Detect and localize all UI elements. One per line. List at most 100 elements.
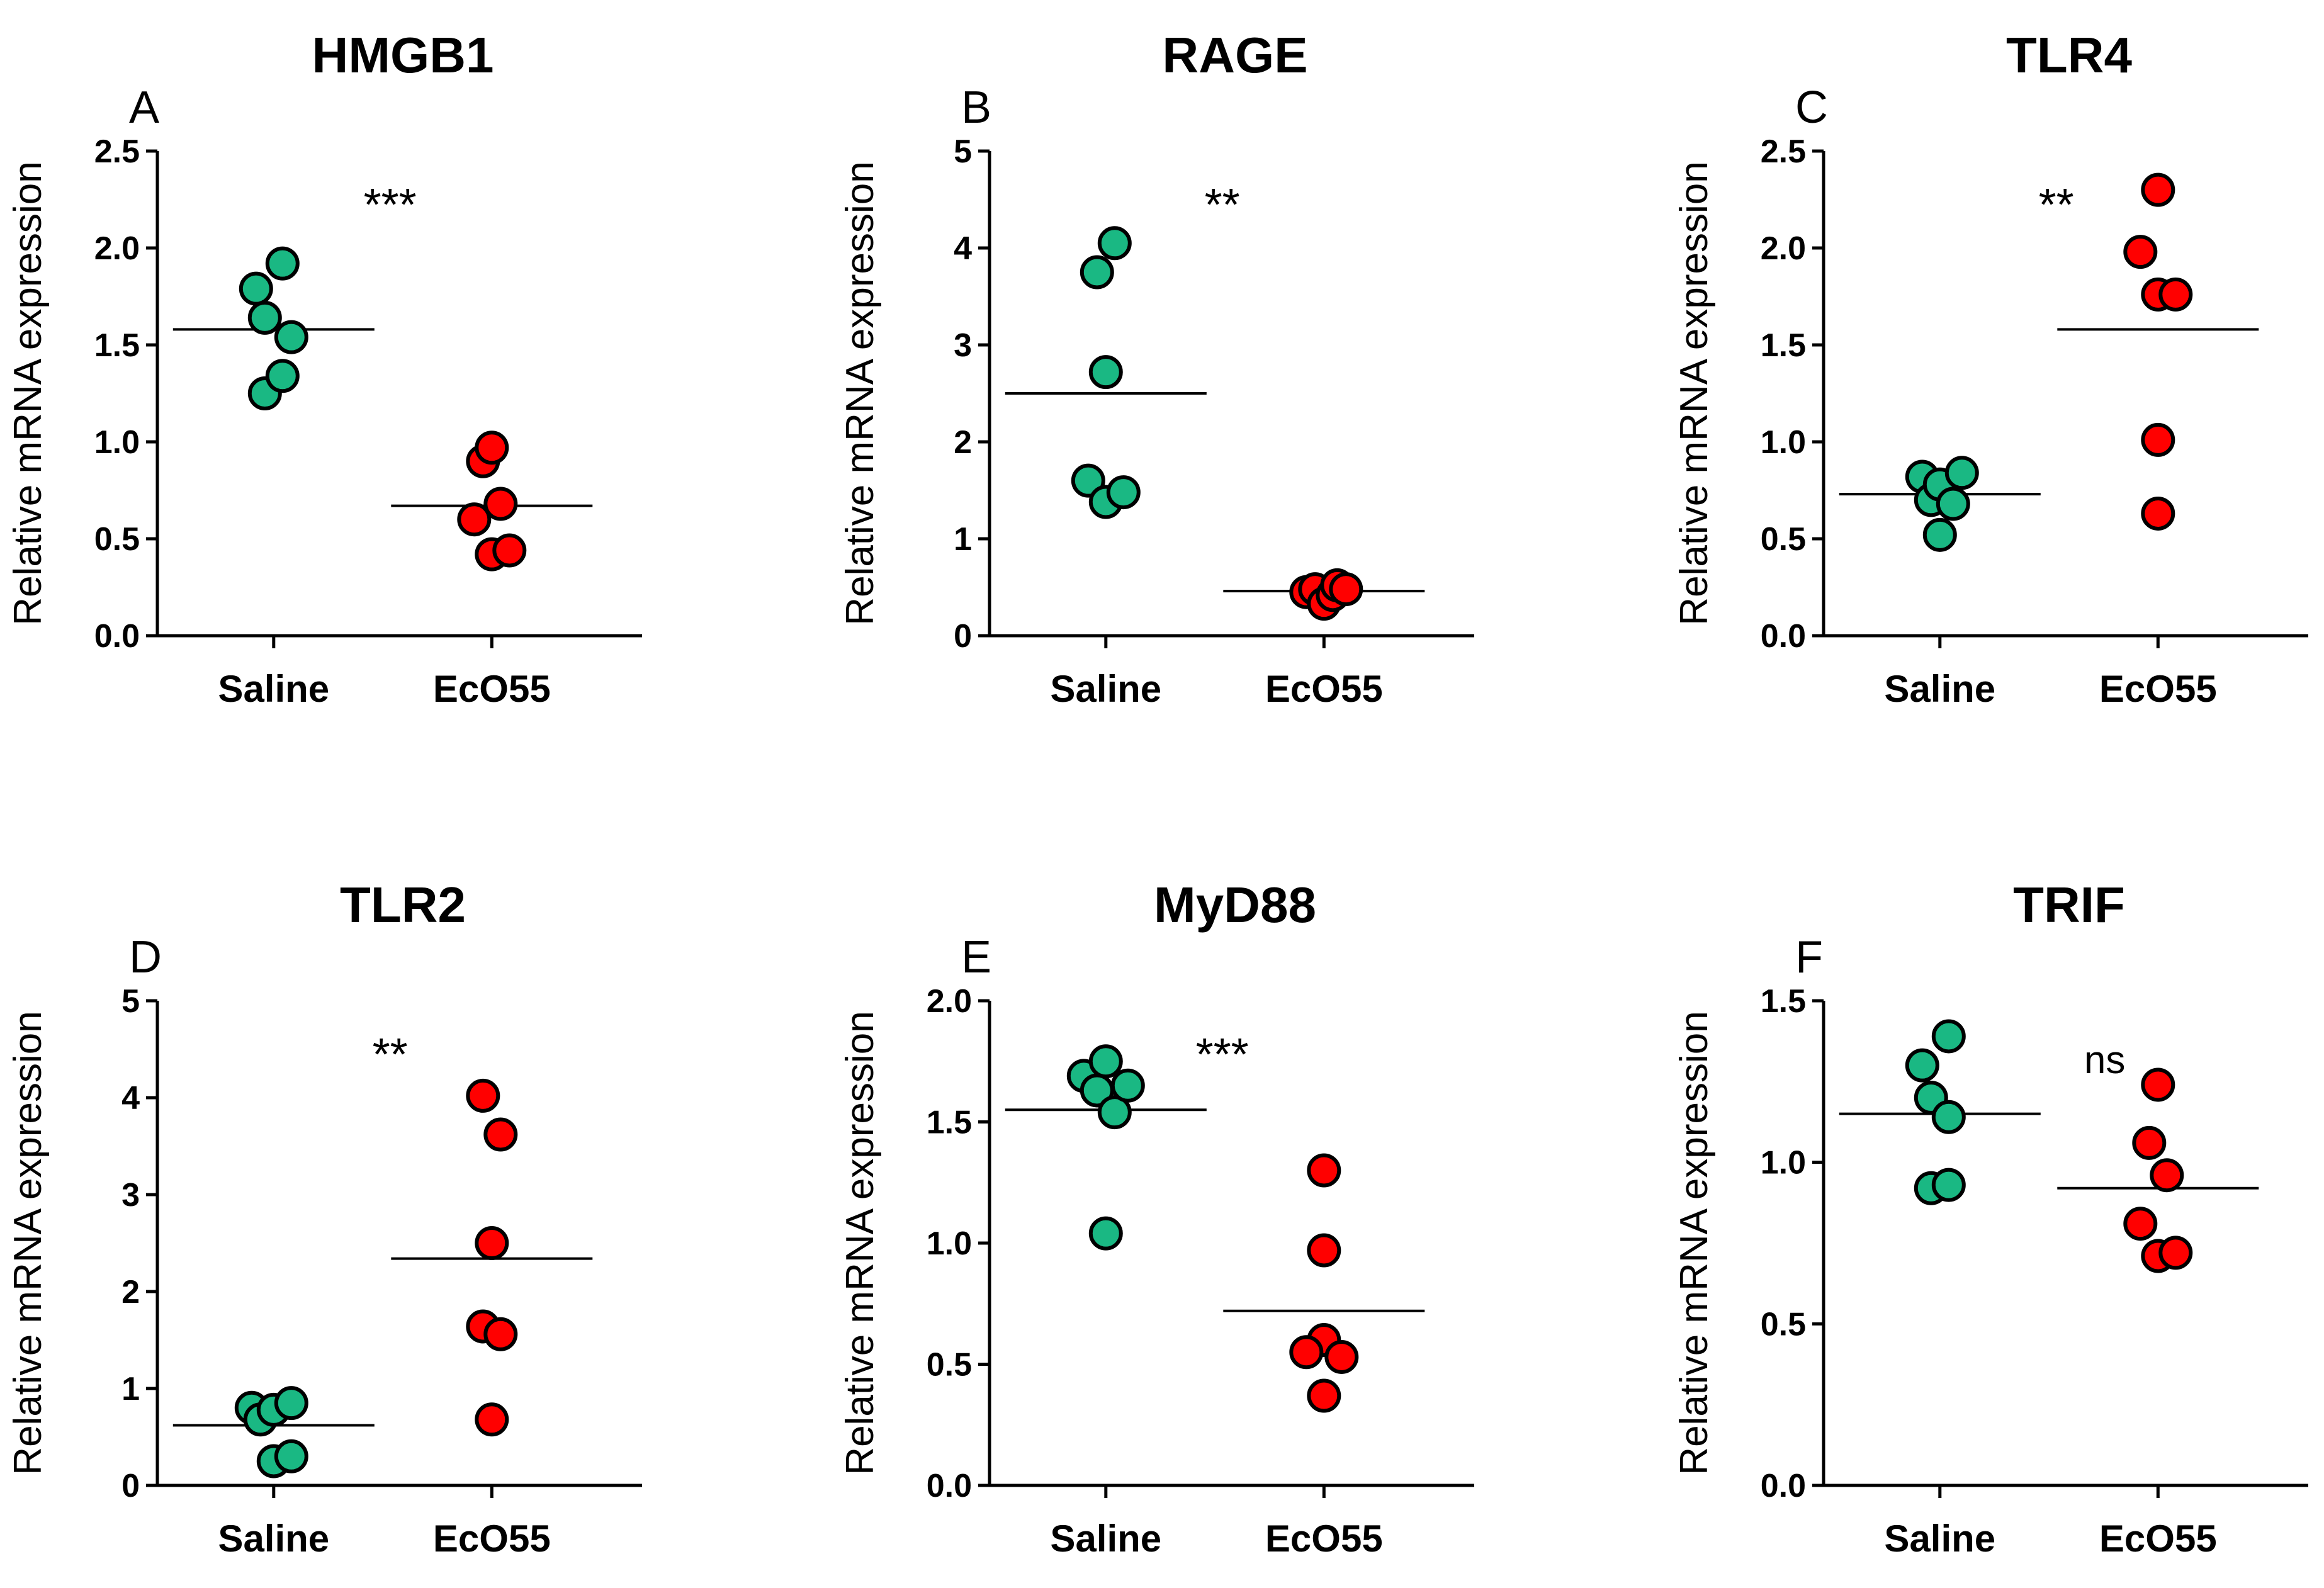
saline-point	[239, 271, 273, 306]
y-tick-label: 0.5	[1761, 1306, 1806, 1343]
chart-title: TRIF	[2013, 877, 2125, 933]
y-tick-label: 3	[121, 1177, 140, 1214]
chart-panel-e: MyD88 E Relative mRNA expression 0.0 0.5 1.0 1…	[838, 877, 1474, 1560]
x-tick-label: Saline	[1884, 668, 1995, 710]
saline-point	[1088, 1216, 1123, 1251]
y-tick-label: 5	[121, 983, 140, 1020]
significance-label: ***	[364, 180, 417, 230]
y-tick-label: 2.0	[1761, 230, 1806, 267]
saline-point	[265, 359, 300, 393]
y-tick-label: 1.0	[1761, 1145, 1806, 1181]
eco55-point	[466, 1078, 500, 1113]
eco55-point	[475, 1226, 509, 1260]
saline-point	[247, 300, 282, 335]
eco55-point	[2141, 422, 2175, 457]
significance-label: ***	[1196, 1030, 1249, 1080]
y-axis-label: Relative mRNA expression	[1672, 161, 1716, 625]
saline-point	[1097, 226, 1132, 261]
y-tick-label: 0.0	[1761, 1468, 1806, 1504]
eco55-point	[1324, 1339, 1359, 1374]
y-axis-label: Relative mRNA expression	[6, 161, 50, 625]
y-tick-label: 0.0	[1761, 618, 1806, 655]
y-tick-label: 0.5	[94, 521, 140, 558]
saline-point	[1931, 1168, 1966, 1202]
saline-point	[1071, 463, 1105, 498]
saline-point	[1080, 255, 1114, 290]
saline-point	[1905, 1048, 1939, 1083]
eco55-point	[1289, 1335, 1324, 1370]
x-tick-label: EcO55	[2099, 668, 2217, 710]
y-tick-label: 2.5	[94, 133, 140, 170]
x-tick-label: Saline	[1050, 1518, 1161, 1560]
chart-panel-b: RAGE B Relative mRNA expression 0 1 2 3 4 5 Salin…	[838, 27, 1474, 710]
y-tick-label: 2	[121, 1274, 140, 1310]
chart-title: RAGE	[1162, 27, 1307, 83]
panel-letter: D	[129, 932, 162, 983]
x-tick-label: Saline	[218, 668, 329, 710]
chart-panel-c: TLR4 C Relative mRNA expression 0.0 0.5 1.0 1.…	[1672, 27, 2308, 710]
chart-title: TLR2	[340, 877, 466, 933]
chart-title: MyD88	[1154, 877, 1316, 933]
eco55-point	[475, 431, 509, 465]
y-axis-label: Relative mRNA expression	[6, 1011, 50, 1475]
chart-panel-f: TRIF F Relative mRNA expression 0.0 0.5 1.0 1.…	[1672, 877, 2308, 1560]
significance-label: ns	[2084, 1039, 2125, 1082]
y-tick-label: 4	[121, 1080, 140, 1117]
saline-point	[274, 320, 308, 354]
saline-point	[1088, 355, 1123, 390]
panel-letter: A	[129, 82, 159, 133]
panel-letter: E	[961, 932, 991, 983]
x-tick-label: EcO55	[2099, 1518, 2217, 1560]
saline-point	[265, 246, 300, 281]
saline-point	[1106, 475, 1141, 510]
chart-panel-d: TLR2 D Relative mRNA expression 0 1 2 3 4 5 Salin…	[6, 877, 642, 1560]
eco55-point	[2141, 1067, 2175, 1102]
y-tick-label: 2.0	[927, 983, 972, 1020]
eco55-point	[2141, 496, 2175, 531]
chart-title: TLR4	[2006, 27, 2133, 83]
x-tick-label: EcO55	[433, 1518, 551, 1560]
y-tick-label: 1.5	[94, 327, 140, 364]
x-tick-label: Saline	[1884, 1518, 1995, 1560]
significance-label: **	[373, 1030, 408, 1080]
x-tick-label: EcO55	[1265, 668, 1383, 710]
eco55-point	[2132, 1125, 2167, 1160]
y-tick-label: 0.0	[927, 1468, 972, 1504]
y-tick-label: 1	[121, 1371, 140, 1407]
saline-point	[1088, 1044, 1123, 1079]
significance-label: **	[1205, 180, 1240, 230]
eco55-point	[1307, 1153, 1341, 1188]
y-tick-label: 2.0	[94, 230, 140, 267]
eco55-point	[483, 487, 518, 521]
y-tick-label: 0.0	[94, 618, 140, 655]
saline-point	[1922, 517, 1957, 552]
panel-letter: B	[961, 82, 991, 133]
saline-point	[1931, 1100, 1966, 1134]
eco55-point	[492, 533, 527, 568]
y-tick-label: 1.0	[927, 1225, 972, 1262]
saline-point	[1110, 1068, 1145, 1103]
y-tick-label: 2	[954, 424, 972, 461]
x-tick-label: EcO55	[1265, 1518, 1383, 1560]
y-tick-label: 4	[954, 230, 972, 267]
eco55-point	[483, 1317, 518, 1351]
eco55-point	[1307, 1378, 1341, 1413]
significance-label: **	[2039, 180, 2074, 230]
y-tick-label: 5	[954, 133, 972, 170]
y-tick-label: 0.5	[1761, 521, 1806, 558]
eco55-point	[2141, 172, 2175, 207]
y-tick-label: 1	[954, 521, 972, 558]
y-tick-label: 0	[121, 1468, 140, 1504]
y-axis-label: Relative mRNA expression	[1672, 1011, 1716, 1475]
y-tick-label: 1.0	[1761, 424, 1806, 461]
saline-point	[1931, 1019, 1966, 1054]
x-tick-label: Saline	[218, 1518, 329, 1560]
y-axis-label: Relative mRNA expression	[838, 1011, 882, 1475]
saline-point	[1936, 487, 1970, 521]
saline-point	[274, 1386, 308, 1421]
saline-point	[1944, 456, 1979, 490]
eco55-point	[1329, 572, 1363, 607]
eco55-point	[483, 1117, 518, 1152]
x-tick-label: Saline	[1050, 668, 1161, 710]
